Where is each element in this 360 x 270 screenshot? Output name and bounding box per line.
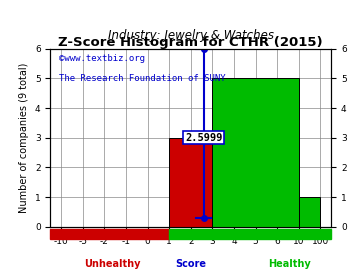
Text: Unhealthy: Unhealthy: [84, 259, 140, 269]
Bar: [299, 197, 320, 227]
Title: Z-Score Histogram for CTHR (2015): Z-Score Histogram for CTHR (2015): [58, 36, 323, 49]
Text: Industry: Jewelry & Watches: Industry: Jewelry & Watches: [108, 29, 274, 42]
Text: ©www.textbiz.org: ©www.textbiz.org: [59, 54, 145, 63]
Y-axis label: Number of companies (9 total): Number of companies (9 total): [19, 63, 30, 213]
Text: The Research Foundation of SUNY: The Research Foundation of SUNY: [59, 73, 225, 83]
Bar: [212, 78, 299, 227]
Text: 2.5999: 2.5999: [185, 133, 222, 143]
Text: Healthy: Healthy: [268, 259, 310, 269]
Bar: [50, 229, 169, 239]
Bar: [169, 229, 331, 239]
Bar: [169, 138, 212, 227]
Text: Score: Score: [175, 259, 206, 269]
